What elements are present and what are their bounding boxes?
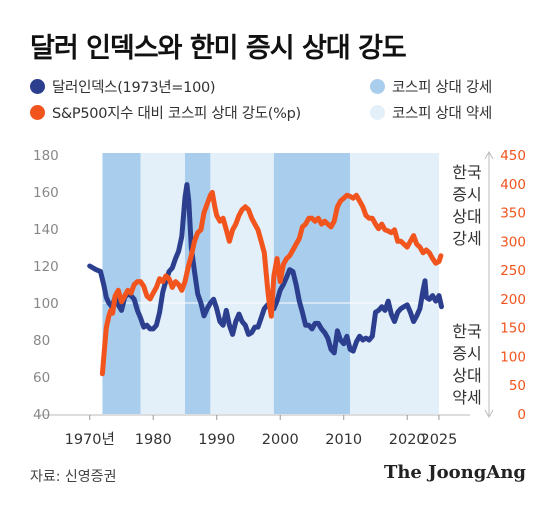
y-right-tick-label: 350: [500, 206, 526, 222]
y-left-tick-label: 140: [33, 222, 59, 238]
x-tick-label: 2025: [420, 432, 457, 448]
legend-kospi-weak: 코스피 상대 약세: [370, 102, 492, 123]
legend-relative-strength-label: S&P500지수 대비 코스피 상대 강도(%p): [52, 106, 301, 122]
legend-dollar-index-label: 달러인덱스(1973년=100): [52, 80, 216, 96]
x-tick-label: 2010: [325, 432, 362, 448]
shaded-period-kospi_weak: [210, 153, 274, 414]
right-axis-arrow-up: [484, 150, 494, 160]
y-left-tick-label: 120: [33, 259, 59, 275]
series-layer: [87, 182, 444, 377]
y-right-tick-label: 50: [509, 378, 526, 394]
x-tick-label: 1980: [135, 432, 172, 448]
annotation-strong-line: 증시: [452, 185, 481, 204]
annotation-strong-line: 강세: [452, 229, 481, 248]
legend-dollar-index-swatch: [30, 79, 45, 94]
annotation-strong-line: 한국: [452, 163, 481, 182]
legend-kospi-weak-swatch: [370, 105, 385, 120]
legend-dollar-index: 달러인덱스(1973년=100): [30, 76, 216, 97]
series-line-relative-strength: [99, 189, 444, 377]
y-right-tick-label: 400: [500, 177, 526, 193]
y-left-tick-label: 180: [33, 148, 59, 164]
legend-relative-strength: S&P500지수 대비 코스피 상대 강도(%p): [30, 102, 301, 123]
annotation-weak-line: 약세: [452, 388, 481, 407]
x-tick-label: 2020: [389, 432, 426, 448]
legend-relative-strength-swatch: [30, 105, 45, 120]
y-left-tick-label: 80: [33, 333, 50, 349]
chart-title: 달러 인덱스와 한미 증시 상대 강도: [30, 33, 407, 64]
y-right-tick-label: 0: [517, 407, 526, 423]
shaded-period-kospi_strong: [273, 153, 351, 414]
shaded-periods: [102, 153, 439, 414]
legend-kospi-weak-label: 코스피 상대 약세: [392, 106, 492, 122]
axes: 40 60 80 100 120 140 160 180 0 50 100 150 200 250 300 3…: [33, 148, 526, 448]
annotation-weak-line: 상대: [452, 366, 481, 385]
y-right-tick-label: 200: [500, 292, 526, 308]
annotation-strong-line: 상대: [452, 207, 481, 226]
annotation-weak-line: 증시: [452, 344, 481, 363]
x-tick-label: 1990: [198, 432, 235, 448]
y-right-tick-label: 100: [500, 349, 526, 365]
x-tick-label: 1970년: [65, 431, 115, 448]
legend-kospi-strong-label: 코스피 상대 강세: [392, 80, 492, 96]
source-note: 자료: 신영증권: [30, 469, 117, 485]
legend-kospi-strong: 코스피 상대 강세: [370, 76, 492, 97]
y-left-tick-label: 40: [33, 407, 50, 423]
y-left-tick-label: 60: [33, 370, 50, 386]
y-left-tick-label: 160: [33, 185, 59, 201]
y-right-tick-label: 450: [500, 148, 526, 164]
right-axis-arrow-down: [484, 409, 494, 419]
annotation-weak-line: 한국: [452, 322, 481, 341]
x-tick-label: 2000: [262, 432, 299, 448]
y-right-tick-label: 250: [500, 263, 526, 279]
y-left-tick-label: 100: [33, 296, 59, 312]
brand-logo: The JoongAng: [383, 462, 526, 483]
y-right-tick-label: 300: [500, 234, 526, 250]
y-right-tick-label: 150: [500, 321, 526, 337]
legend-kospi-strong-swatch: [370, 79, 385, 94]
